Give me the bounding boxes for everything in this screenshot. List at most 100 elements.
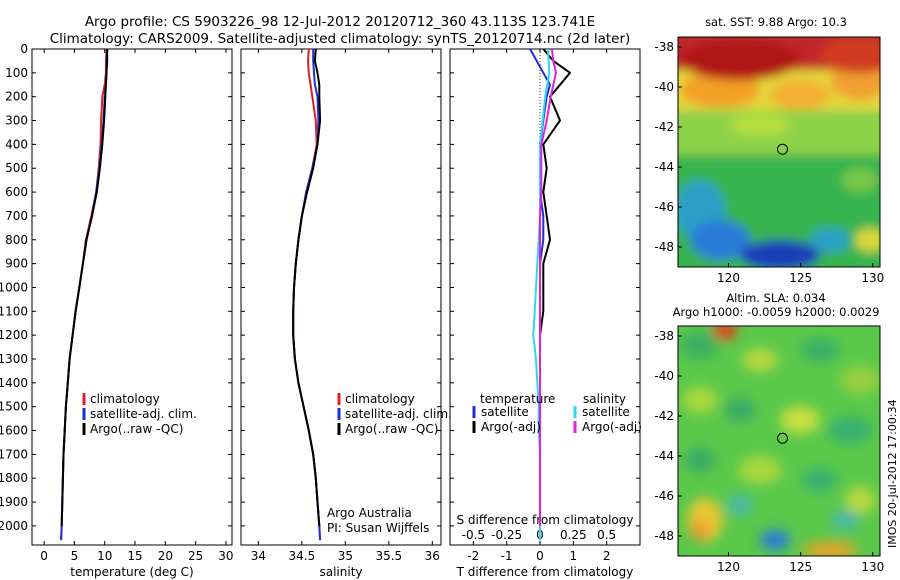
sla-map-title: Altim. SLA: 0.034 (726, 291, 825, 305)
map-frame (677, 325, 881, 557)
y-tick-label: 2000 (0, 519, 28, 533)
map-y-tick-label: -40 (654, 369, 674, 383)
legend-label-s-satellite: satellite (582, 405, 630, 419)
y-tick-label: 1300 (0, 352, 28, 366)
y-tick-label: 600 (5, 185, 28, 199)
series-line-s-argo-adj- (539, 48, 557, 526)
x-tick-label: 34 (251, 549, 266, 563)
map-y-tick-label: -44 (654, 449, 674, 463)
y-tick-label: 1100 (0, 304, 28, 318)
series-line-argo-raw-qc- (60, 49, 109, 526)
x-axis-label: T difference from climatology (456, 565, 634, 579)
sla-map-field (678, 326, 880, 556)
map-y-tick-label: -38 (654, 40, 674, 54)
legend-label-argo: Argo(..raw -QC) (345, 422, 438, 436)
legend-label-t-argo: Argo(-adj) (481, 420, 541, 434)
s-tick-label: 0.25 (560, 528, 587, 542)
map-x-tick-label: 125 (789, 560, 812, 574)
x-tick-label: 30 (218, 549, 233, 563)
x-tick-label: 35.5 (375, 549, 402, 563)
y-tick-label: 0 (20, 42, 28, 56)
y-tick-label: 400 (5, 137, 28, 151)
y-tick-label: 500 (5, 161, 28, 175)
sst-map-axes: 120 125 130 -38 -40 -42 -44 -46 -48 (654, 36, 884, 285)
map-x-tick-label: 120 (717, 271, 740, 285)
timestamp-stamp: IMOS 20-Jul-2012 17:00:34 (886, 399, 899, 548)
y-tick-label: 700 (5, 209, 28, 223)
map-y-tick-label: -38 (654, 329, 674, 343)
legend-label-satellite: satellite-adj. clim. (90, 407, 197, 421)
legend-title-salinity: salinity (583, 392, 626, 406)
sst-map-title: sat. SST: 9.88 Argo: 10.3 (705, 15, 847, 29)
x-axis-label: temperature (deg C) (70, 565, 193, 579)
y-tick-label: 1500 (0, 400, 28, 414)
credit-line1: Argo Australia (327, 506, 412, 520)
y-tick-label: 200 (5, 90, 28, 104)
y-tick-label: 1200 (0, 328, 28, 342)
plot-frame (31, 48, 233, 546)
legend-label-climatology: climatology (345, 392, 415, 406)
map-y-tick-label: -40 (654, 80, 674, 94)
salinity-panel: 34 34.5 35 35.5 36 salinity (240, 48, 442, 579)
series-line-argo-raw-qc- (292, 48, 322, 526)
y-tick-label: 1700 (0, 447, 28, 461)
x-tick-label: 5 (71, 549, 79, 563)
x-tick-label: 36 (425, 549, 440, 563)
y-tick-label: 800 (5, 233, 28, 247)
s-axis-label: S difference from climatology (457, 513, 634, 527)
map-y-tick-label: -42 (654, 120, 674, 134)
s-tick-label: -0.5 (462, 528, 485, 542)
map-y-tick-label: -46 (654, 200, 674, 214)
s-tick-label: 0.5 (597, 528, 616, 542)
y-tick-label: 1000 (0, 280, 28, 294)
legend-label-climatology: climatology (90, 392, 160, 406)
x-tick-label: 34.5 (289, 549, 316, 563)
x-tick-label: 0 (536, 549, 544, 563)
map-frame (677, 36, 881, 268)
figure-title-line1: Argo profile: CS 5903226_98 12-Jul-2012 … (85, 14, 595, 30)
difference-panel: -2 -1 0 1 2 T difference from climatology -0.5… (449, 48, 641, 579)
x-tick-label: 1 (570, 549, 578, 563)
map-x-tick-label: 120 (717, 560, 740, 574)
y-tick-label: 100 (5, 66, 28, 80)
x-tick-label: 25 (188, 549, 203, 563)
x-tick-label: 35 (338, 549, 353, 563)
legend-label-t-satellite: satellite (481, 405, 529, 419)
plot-frame (240, 48, 442, 546)
y-tick-label: 1800 (0, 471, 28, 485)
credit-line2: PI: Susan Wijffels (327, 521, 429, 535)
salinity-legend: climatology satellite-adj. clim. Argo(..… (337, 392, 452, 436)
credit-block: Argo Australia PI: Susan Wijffels (327, 506, 429, 535)
x-tick-label: 0 (40, 549, 48, 563)
map-y-tick-label: -42 (654, 409, 674, 423)
y-tick-label: 1900 (0, 495, 28, 509)
y-tick-label: 1600 (0, 424, 28, 438)
sla-map-subtitle: Argo h1000: -0.0059 h2000: 0.0029 (673, 305, 880, 319)
map-x-tick-label: 130 (861, 560, 884, 574)
plot-frame (449, 48, 641, 546)
temperature-legend: climatology satellite-adj. clim. Argo(..… (82, 392, 197, 436)
difference-legend: temperature salinity satellite Argo(-adj… (472, 392, 642, 434)
map-y-tick-label: -48 (654, 240, 674, 254)
s-tick-label: -0.25 (491, 528, 522, 542)
legend-title-temperature: temperature (480, 392, 555, 406)
x-tick-label: 20 (158, 549, 173, 563)
map-x-tick-label: 125 (789, 271, 812, 285)
y-tick-label: 300 (5, 114, 28, 128)
legend-label-satellite: satellite-adj. clim. (345, 407, 452, 421)
x-tick-label: 2 (603, 549, 611, 563)
x-tick-label: 10 (97, 549, 112, 563)
legend-label-s-argo: Argo(-adj) (582, 420, 642, 434)
x-axis-label: salinity (319, 565, 362, 579)
x-tick-label: -1 (501, 549, 513, 563)
legend-label-argo: Argo(..raw -QC) (90, 422, 183, 436)
profile-location-marker (776, 432, 788, 444)
x-tick-label: -2 (467, 549, 479, 563)
figure-title-line2: Climatology: CARS2009. Satellite-adjuste… (50, 31, 631, 47)
sla-map-axes: 120 125 130 -38 -40 -42 -44 -46 -48 (654, 325, 884, 574)
sst-map-field (678, 37, 880, 267)
y-tick-label: 900 (5, 257, 28, 271)
map-x-tick-label: 130 (861, 271, 884, 285)
map-y-tick-label: -48 (654, 529, 674, 543)
